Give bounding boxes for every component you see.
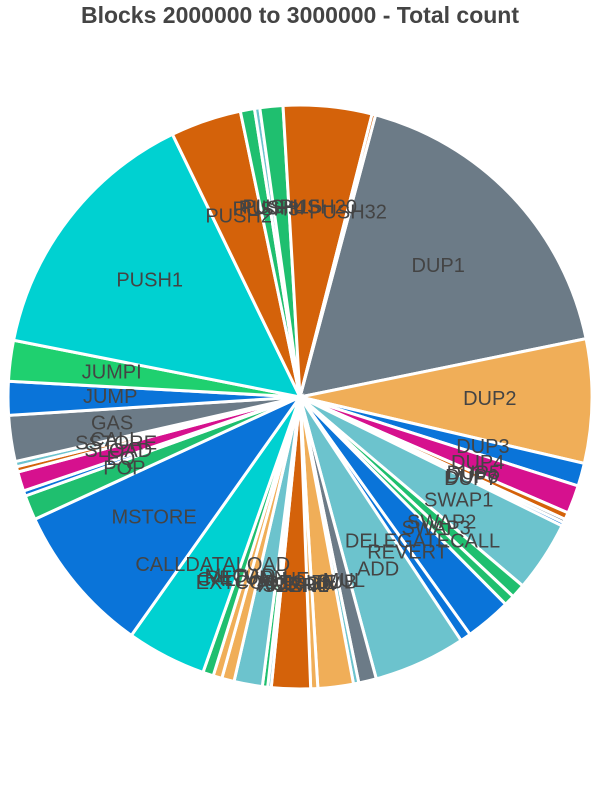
slice-label-callvalue: CALLVALUE [197, 569, 310, 591]
slice-label-push3: PUSH3 [232, 199, 299, 221]
slice-label-dup2: DUP2 [463, 388, 516, 410]
slice-label-push1: PUSH1 [116, 269, 183, 291]
slice-label-push20: PUSH20 [279, 196, 357, 218]
slice-label-sstore: SSTORE [75, 432, 157, 454]
slice-label-dup4: DUP4 [451, 452, 504, 474]
slice-label-revert: REVERT [367, 542, 448, 564]
pie-slice-push32 [298, 112, 378, 398]
slice-label-jump: JUMP [83, 386, 137, 408]
slice-label-return: RETURN [205, 567, 288, 589]
chart-title: Blocks 2000000 to 3000000 - Total count [80, 2, 520, 28]
slice-label-swap3: SWAP3 [401, 518, 470, 540]
slice-label-dup3: DUP3 [456, 436, 509, 458]
slice-label-and: AND [256, 574, 298, 596]
slice-label-xor: XOR [258, 574, 301, 596]
slice-label-pop: POP [103, 457, 145, 479]
slice-label-gas: GAS [91, 412, 133, 434]
slice-label-push2: PUSH2 [205, 206, 272, 228]
slice-label-mul: MUL [323, 570, 365, 592]
slice-label-push15: PUSH15 [242, 196, 320, 218]
slice-label-mstore: MSTORE [111, 507, 196, 529]
slice-label-swap1: SWAP1 [424, 489, 493, 511]
slice-label-div: DIV [307, 574, 341, 596]
slice-label-sub: SUB [316, 572, 357, 594]
slice-label-delegatecall: DELEGATECALL [345, 530, 500, 552]
pie-slice-mstore [32, 393, 305, 638]
slice-label-swap2: SWAP2 [407, 512, 476, 534]
slice-label-shl: SHL [290, 575, 329, 597]
slice-label-jumpi: JUMPI [82, 362, 142, 384]
slice-label-mload: MLOAD [205, 565, 276, 587]
slice-label-call: CALL [90, 429, 140, 451]
pie-slice-dup1 [297, 113, 588, 399]
slice-label-dup1: DUP1 [412, 255, 465, 277]
slice-label-eq: EQ [106, 448, 135, 470]
pie-slice-push1 [11, 132, 303, 400]
pie-slice-dup2 [299, 336, 594, 466]
slice-label-push4: PUSH4 [239, 198, 306, 220]
slice-label-add: ADD [357, 558, 399, 580]
slice-label-dup5: DUP5 [447, 463, 500, 485]
slice-label-sload: SLOAD [84, 440, 152, 462]
slice-label-dup7: DUP7 [444, 468, 497, 490]
slice-label-extcodesize: EXTCODESIZE [196, 572, 337, 594]
slice-label-iszero: ISZERO [257, 575, 331, 597]
slice-label-push32: PUSH32 [309, 202, 387, 224]
slice-label-dup6: DUP6 [445, 466, 498, 488]
slice-label-calldataload: CALLDATALOAD [135, 554, 290, 576]
